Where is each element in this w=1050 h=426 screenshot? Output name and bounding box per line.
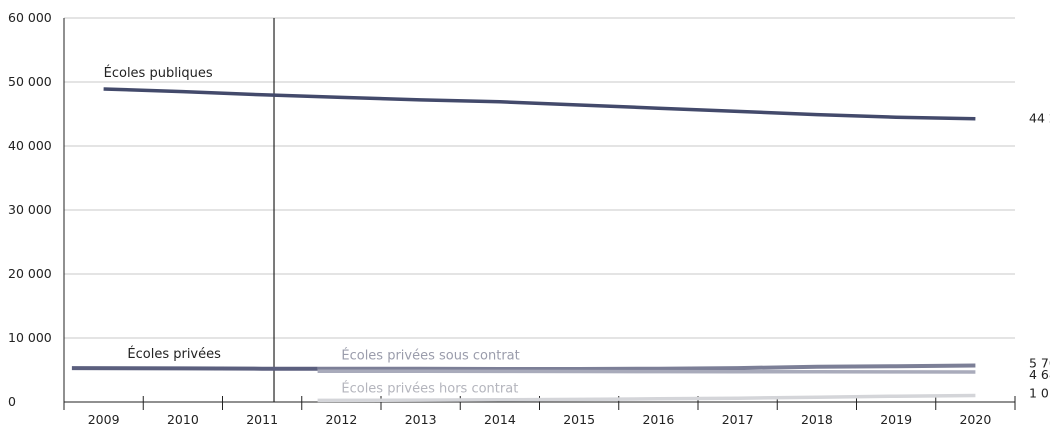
axis-layer	[63, 18, 1016, 410]
x-tick-label: 2017	[722, 412, 754, 426]
series-line-0	[103, 87, 976, 121]
series-name-label: Écoles privées sous contrat	[341, 348, 519, 364]
series-name-label: Écoles privées hors contrat	[341, 380, 518, 396]
y-tick-label: 40 000	[8, 138, 52, 153]
x-tick-label: 2019	[880, 412, 912, 426]
series-line-4	[317, 393, 976, 403]
y-tick-label: 0	[8, 394, 16, 409]
x-tick-label: 2010	[167, 412, 199, 426]
y-tick-label: 50 000	[8, 74, 52, 89]
x-tick-label: 2018	[801, 412, 833, 426]
series-layer	[71, 87, 976, 403]
y-tick-label: 10 000	[8, 330, 52, 345]
y-tick-label: 60 000	[8, 10, 52, 25]
x-tick-label: 2020	[959, 412, 991, 426]
x-tick-label: 2013	[405, 412, 437, 426]
y-tick-label: 20 000	[8, 266, 52, 281]
x-tick-label: 2012	[325, 412, 357, 426]
series-end-value-label: 5 703	[1029, 356, 1050, 371]
label-layer: 0 10 000 20 000 30 000 40 000 50 000 60 000 200…	[8, 10, 1050, 426]
series-line-3	[317, 369, 976, 374]
series-line-2	[317, 363, 976, 371]
series-end-value-label: 1 016	[1029, 385, 1050, 400]
series-name-label: Écoles privées	[127, 346, 221, 362]
series-end-value-label: 4 687	[1029, 367, 1050, 382]
series-end-value-label: 44 262	[1029, 111, 1050, 126]
x-tick-label: 2014	[484, 412, 516, 426]
series-line-1	[71, 366, 318, 371]
grid-layer	[64, 17, 1015, 339]
x-tick-label: 2016	[642, 412, 674, 426]
series-name-label: Écoles publiques	[104, 65, 213, 81]
x-tick-label: 2015	[563, 412, 595, 426]
x-tick-label: 2011	[246, 412, 278, 426]
x-tick-label: 2009	[88, 412, 120, 426]
y-tick-label: 30 000	[8, 202, 52, 217]
